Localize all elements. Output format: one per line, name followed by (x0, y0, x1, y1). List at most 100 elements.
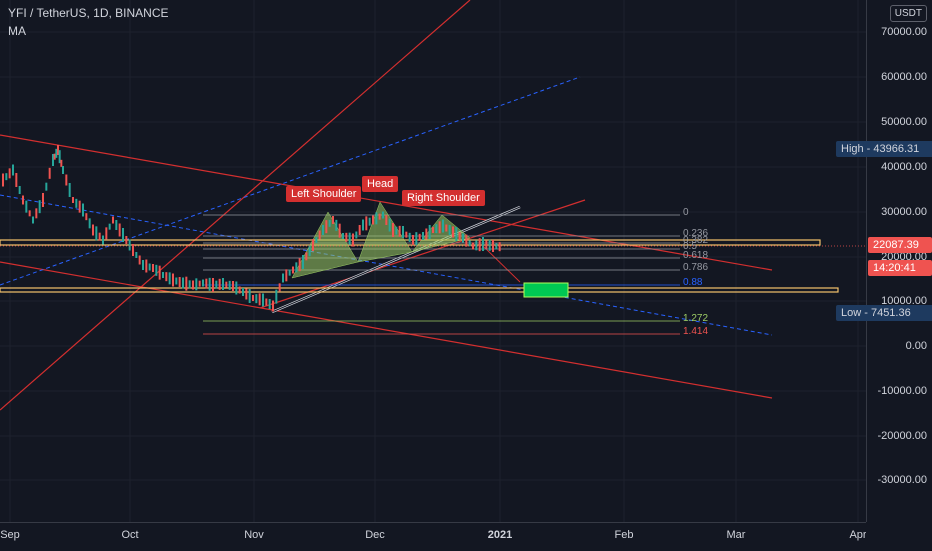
candle (298, 258, 301, 272)
candle (268, 299, 271, 309)
fib-level-label: 0.618 (683, 250, 709, 261)
indicator-label[interactable]: MA (8, 24, 26, 38)
candle (255, 294, 258, 304)
candle (442, 219, 444, 233)
candle (208, 277, 211, 291)
candle (458, 232, 461, 240)
currency-button[interactable]: USDT (889, 5, 927, 22)
candle (378, 213, 381, 220)
fib-level-label: 0.236 (683, 228, 709, 239)
candle (265, 298, 268, 306)
price-tick: -10000.00 (877, 385, 927, 397)
head-shoulders-pattern[interactable] (291, 201, 471, 279)
time-tick: Nov (244, 529, 264, 541)
candle (35, 208, 38, 219)
candle (368, 217, 371, 226)
candle (218, 278, 221, 290)
symbol-title: YFI / TetherUS, 1D, BINANCE (8, 6, 169, 20)
candle (258, 293, 261, 306)
fib-retracement[interactable] (203, 214, 680, 335)
candle (272, 300, 274, 312)
candle (338, 223, 341, 238)
candle (495, 243, 498, 250)
candle (72, 197, 74, 203)
candle (388, 218, 391, 232)
left-shoulder-label[interactable]: Left Shoulder (286, 186, 362, 202)
candle (108, 223, 111, 230)
low-marker: Low - 7451.36 (836, 305, 932, 321)
price-tick: 40000.00 (881, 161, 927, 173)
fib-level-label: 1.272 (683, 313, 709, 324)
candle (132, 244, 134, 256)
time-tick: Dec (365, 529, 385, 541)
price-tick: -30000.00 (877, 474, 927, 486)
candle (52, 154, 54, 166)
candle (212, 278, 214, 292)
candle (418, 233, 421, 241)
candle (178, 277, 181, 287)
candle (45, 182, 48, 191)
price-tick: 70000.00 (881, 26, 927, 38)
countdown-marker: 14:20:41 (868, 260, 932, 276)
candle (12, 164, 14, 176)
price-tick: 30000.00 (881, 206, 927, 218)
candle (55, 148, 58, 158)
candle (182, 277, 184, 289)
candle (42, 193, 44, 207)
candle (57, 145, 59, 155)
chart-canvas[interactable] (0, 0, 866, 522)
time-tick: Feb (614, 529, 634, 541)
time-axis[interactable]: Sep Oct Nov Dec 2021 Feb Mar Apr (0, 522, 867, 551)
candle (168, 272, 171, 285)
candle (395, 226, 398, 235)
candle (238, 286, 241, 294)
candle (195, 278, 198, 291)
candle (295, 262, 298, 273)
candle (122, 228, 124, 242)
trend-lines (0, 0, 773, 411)
candle (118, 223, 121, 237)
candle (472, 242, 474, 250)
candle (328, 219, 331, 227)
candle (112, 216, 114, 224)
candle (215, 280, 218, 289)
candle (228, 280, 231, 290)
candle (60, 159, 63, 167)
candle (438, 221, 441, 234)
time-tick: Apr (849, 529, 867, 541)
candle (408, 232, 411, 242)
candle (252, 295, 254, 301)
candle (348, 232, 351, 245)
candle (175, 277, 178, 285)
candle (155, 264, 158, 276)
candle (248, 289, 251, 303)
candle (135, 252, 138, 258)
candle (152, 264, 154, 272)
candle (375, 212, 378, 225)
candle (428, 225, 431, 239)
candle (32, 216, 34, 224)
candle (128, 239, 131, 251)
candle (302, 255, 304, 269)
target-box[interactable] (523, 282, 569, 298)
candle (92, 224, 94, 236)
right-shoulder-label[interactable]: Right Shoulder (402, 190, 485, 206)
axis-corner (866, 522, 932, 550)
candle (198, 280, 201, 287)
candle (125, 236, 128, 244)
candle (455, 227, 458, 241)
candle (485, 240, 488, 249)
candle (2, 173, 4, 187)
fib-level-label: 0.786 (683, 262, 709, 273)
candle (65, 174, 68, 186)
candle (188, 280, 191, 289)
candle (225, 281, 228, 288)
time-tick: 2021 (487, 529, 513, 541)
candle (105, 227, 108, 240)
candle (432, 227, 434, 233)
last-price-marker: 22087.39 (868, 237, 932, 253)
candle (58, 150, 61, 164)
candle (392, 223, 394, 237)
candle (48, 167, 51, 179)
head-label[interactable]: Head (362, 176, 399, 192)
